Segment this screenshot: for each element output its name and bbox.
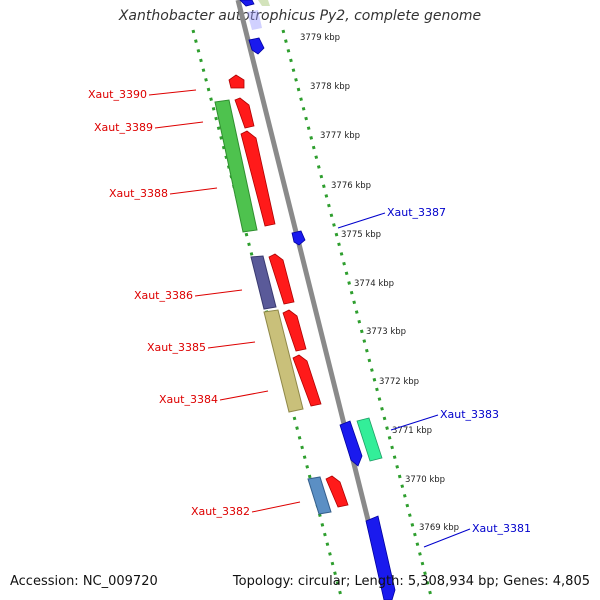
gene-track-blue [239,0,396,600]
gene-arrow-xaut-3383 [339,420,363,467]
gene-label-left[interactable]: Xaut_3382 [191,505,250,518]
genome-summary-text: Topology: circular; Length: 5,308,934 bp… [232,574,590,589]
gene-arrow-xaut-3386 [268,253,295,305]
gene-arrow-xaut-3385 [282,309,307,352]
label-leader-line [169,187,218,195]
gene-arrow-xaut-3390 [228,74,245,89]
feature-track-left [214,99,332,515]
label-leader-line [148,89,197,96]
gene-label-left[interactable]: Xaut_3386 [134,289,193,302]
outer-dotted-ring-right [281,29,434,600]
kbp-tick-label: 3777 kbp [320,131,360,141]
feature-bar-steelblue [307,476,332,515]
gene-arrow-xaut-3387 [291,230,306,246]
label-leader-line [207,341,256,349]
genome-backbone [235,0,391,600]
label-leader-line [251,501,301,513]
label-leader-line [219,390,269,401]
kbp-tick-label: 3772 kbp [379,377,419,387]
kbp-tick-label: 3769 kbp [419,523,459,533]
gene-arrow-top-1 [239,0,255,7]
kbp-tick-label: 3776 kbp [331,181,371,191]
gene-label-left[interactable]: Xaut_3385 [147,341,206,354]
gene-label-left[interactable]: Xaut_3388 [109,187,168,200]
feature-bar-green [214,99,258,233]
gene-label-right[interactable]: Xaut_3383 [440,408,499,421]
gene-arrow-xaut-3381 [365,515,396,600]
kbp-tick-labels: 3779 kbp 3778 kbp 3777 kbp 3776 kbp 3775 kbp… [300,33,459,533]
gene-arrow-xaut-3382 [325,475,349,508]
gene-arrow-xaut-3388 [240,130,276,227]
kbp-tick-label: 3775 kbp [341,230,381,240]
gene-arrow-xaut-3389 [234,97,255,129]
gene-label-left[interactable]: Xaut_3390 [88,88,147,101]
kbp-tick-label: 3771 kbp [392,426,432,436]
kbp-tick-label: 3773 kbp [366,327,406,337]
gene-arrow-xaut-3384 [292,354,322,407]
accession-text: Accession: NC_009720 [10,574,158,589]
kbp-tick-label: 3778 kbp [310,82,350,92]
gene-label-right[interactable]: Xaut_3381 [472,522,531,535]
gene-arrow-top-2 [248,37,265,55]
ghost-feature-1 [258,0,270,6]
gene-label-left[interactable]: Xaut_3389 [94,121,153,134]
gene-track-red [228,74,349,508]
kbp-tick-label: 3779 kbp [300,33,340,43]
kbp-tick-label: 3770 kbp [405,475,445,485]
gene-labels: Xaut_3390 Xaut_3389 Xaut_3388 Xaut_3386 Xaut… [88,88,531,548]
feature-bar-aqua [356,417,383,462]
ghost-feature-2 [247,10,262,30]
kbp-tick-label: 3774 kbp [354,279,394,289]
gene-label-left[interactable]: Xaut_3384 [159,393,218,406]
gene-label-right[interactable]: Xaut_3387 [387,206,446,219]
label-leader-line [194,289,243,297]
feature-bar-purple [250,255,277,310]
map-title: Xanthobacter autotrophicus Py2, complete… [118,8,482,24]
label-leader-line [423,528,471,548]
feature-bar-olive [263,309,304,413]
label-leader-line [390,414,439,431]
ghost-features-top [247,0,270,30]
label-leader-line [154,121,204,129]
label-leader-line [337,212,386,229]
